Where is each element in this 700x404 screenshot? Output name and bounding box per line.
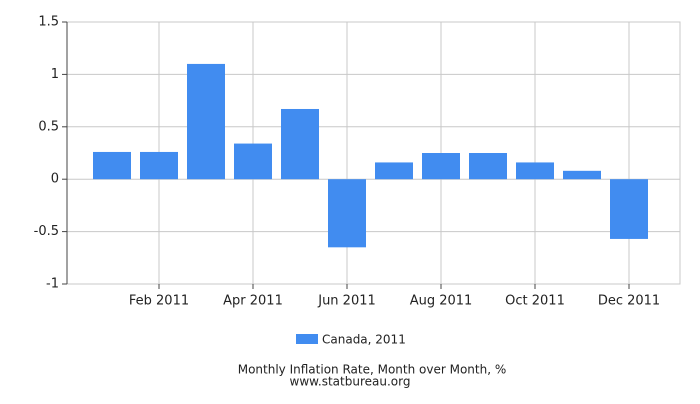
y-tick-label: 0.5 (38, 119, 59, 134)
bar (469, 153, 507, 180)
bar (187, 63, 225, 180)
bar (140, 151, 178, 180)
bar (516, 162, 554, 180)
y-tick-label: 1.5 (38, 15, 59, 30)
bar (375, 162, 413, 180)
bar (281, 108, 319, 180)
x-tick-label: Aug 2011 (410, 294, 473, 309)
y-tick-label: -0.5 (34, 224, 59, 239)
source: www.statbureau.org (290, 375, 411, 389)
bar (610, 179, 648, 239)
x-tick-label: Dec 2011 (598, 294, 660, 309)
bar (328, 179, 366, 248)
chart-title: Monthly Inflation Rate, Month over Month… (238, 363, 507, 377)
bar (93, 151, 131, 180)
x-tick-label: Oct 2011 (505, 294, 565, 309)
y-tick-label: 1 (51, 67, 59, 82)
x-tick-label: Feb 2011 (129, 294, 189, 309)
legend-swatch (296, 334, 318, 344)
legend-label: Canada, 2011 (322, 333, 406, 347)
y-tick-label: -1 (46, 277, 59, 292)
bar (234, 143, 272, 180)
x-tick-label: Jun 2011 (317, 294, 376, 309)
x-tick-label: Apr 2011 (223, 294, 283, 309)
bar (563, 170, 601, 180)
bar (422, 153, 460, 180)
y-tick-label: 0 (51, 172, 59, 187)
